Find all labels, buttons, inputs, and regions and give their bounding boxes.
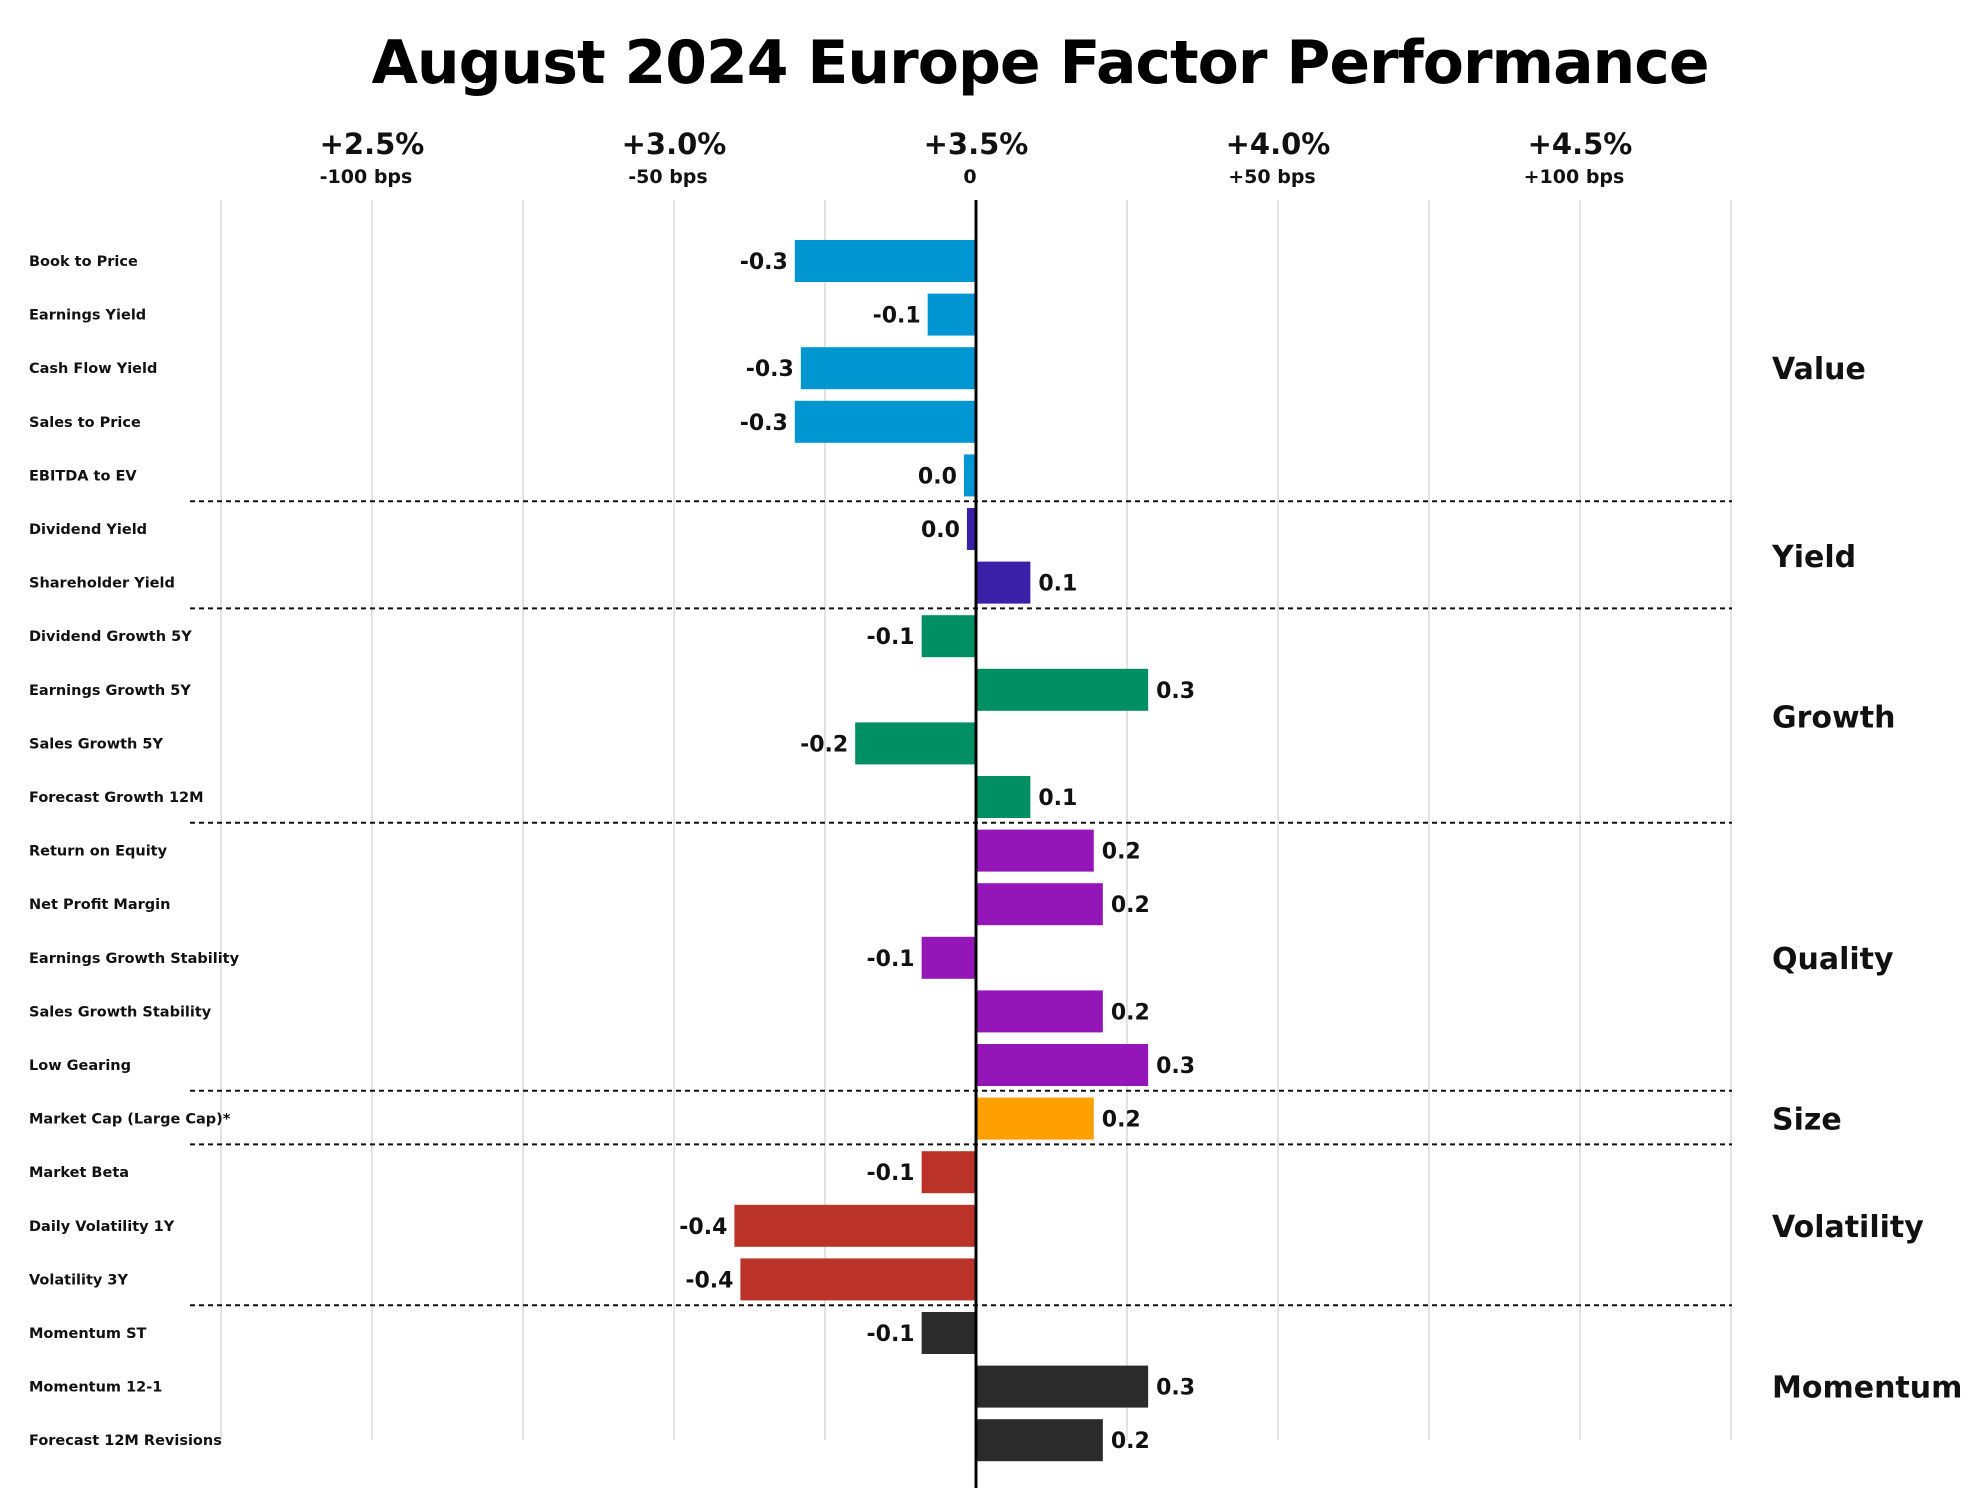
group-label: Growth [1772,701,1895,736]
value-label: 0.2 [1102,840,1141,865]
group-label: Momentum [1772,1371,1962,1406]
value-label: 0.2 [1111,1429,1150,1454]
factor-bar [740,1258,976,1301]
factor-bar [963,454,976,497]
factor-bar [976,668,1149,711]
factor-label: Book to Price [29,254,138,270]
factor-bar [921,1151,976,1194]
factor-label: Momentum ST [29,1326,147,1342]
factor-label: Forecast Growth 12M [29,790,204,806]
value-label: -0.2 [800,732,848,757]
x-tick-label: +4.5% [1528,127,1633,161]
value-label: -0.1 [867,625,915,650]
factor-label: Momentum 12-1 [29,1380,162,1396]
factor-label: Low Gearing [29,1058,131,1074]
value-label: 0.3 [1156,679,1195,704]
factor-bar [976,1044,1149,1086]
value-label: 0.0 [921,518,960,543]
group-label: Volatility [1772,1210,1924,1245]
value-label: 0.1 [1038,786,1077,811]
factor-label: Dividend Yield [29,522,147,538]
factor-bar [976,1097,1094,1140]
factor-label: Net Profit Margin [29,897,170,913]
x-tick-sublabel: 0 [963,166,976,188]
x-tick-sublabel: +100 bps [1524,166,1625,188]
x-tick-sublabel: +50 bps [1228,166,1316,188]
factor-label: Sales to Price [29,415,141,431]
factor-label: Earnings Growth 5Y [29,683,191,699]
factor-bar [976,883,1103,926]
factor-label: Market Beta [29,1165,129,1181]
factor-label: Market Cap (Large Cap)* [29,1112,231,1128]
value-label: 0.0 [918,464,957,489]
value-label: -0.4 [679,1215,727,1240]
value-label: -0.3 [746,357,794,382]
x-tick-label: +4.0% [1226,127,1331,161]
factor-bar [976,1419,1103,1462]
x-tick-label: +2.5% [320,127,425,161]
factor-label: Daily Volatility 1Y [29,1219,175,1235]
value-label: 0.3 [1156,1376,1195,1401]
factor-label: Forecast 12M Revisions [29,1433,222,1449]
factor-bar [976,829,1094,872]
value-label: -0.1 [867,947,915,972]
value-label: 0.2 [1111,893,1150,918]
factor-label: Earnings Growth Stability [29,951,240,967]
factor-bar [976,776,1031,818]
factor-label: Cash Flow Yield [29,361,157,377]
value-label: -0.1 [867,1322,915,1347]
factor-bar [800,347,976,390]
x-tick-label: +3.0% [622,127,727,161]
factor-bar [976,561,1031,604]
factor-label: Dividend Growth 5Y [29,629,192,645]
factor-bar [734,1204,976,1247]
value-label: -0.1 [873,304,921,329]
factor-label: Shareholder Yield [29,576,175,592]
factor-label: Earnings Yield [29,308,146,324]
factor-bar [927,293,976,336]
factor-label: Sales Growth Stability [29,1004,212,1020]
value-label: -0.3 [740,411,788,436]
group-label: Value [1772,352,1866,387]
factor-label: Return on Equity [29,844,168,860]
factor-label: EBITDA to EV [29,468,137,484]
value-label: 0.2 [1102,1108,1141,1133]
factor-label: Volatility 3Y [29,1272,129,1288]
factor-bar [976,990,1103,1033]
group-label: Yield [1771,540,1856,575]
factor-bar [855,722,976,765]
factor-bar [794,240,976,282]
value-label: 0.3 [1156,1054,1195,1079]
factor-bar [921,1312,976,1354]
chart-title: August 2024 Europe Factor Performance [371,28,1709,98]
x-tick-sublabel: -100 bps [320,166,413,188]
factor-label: Sales Growth 5Y [29,736,164,752]
value-label: 0.1 [1038,572,1077,597]
factor-bar [976,1365,1149,1408]
x-tick-label: +3.5% [924,127,1029,161]
group-label: Size [1772,1103,1842,1138]
group-label: Quality [1772,942,1894,977]
value-label: -0.4 [685,1268,733,1293]
factor-bar [921,615,976,658]
value-label: -0.3 [740,250,788,275]
factor-bar [794,400,976,443]
factor-bar [966,508,976,550]
value-label: -0.1 [867,1161,915,1186]
factor-bar [921,936,976,979]
value-label: 0.2 [1111,1000,1150,1025]
x-tick-sublabel: -50 bps [628,166,707,188]
